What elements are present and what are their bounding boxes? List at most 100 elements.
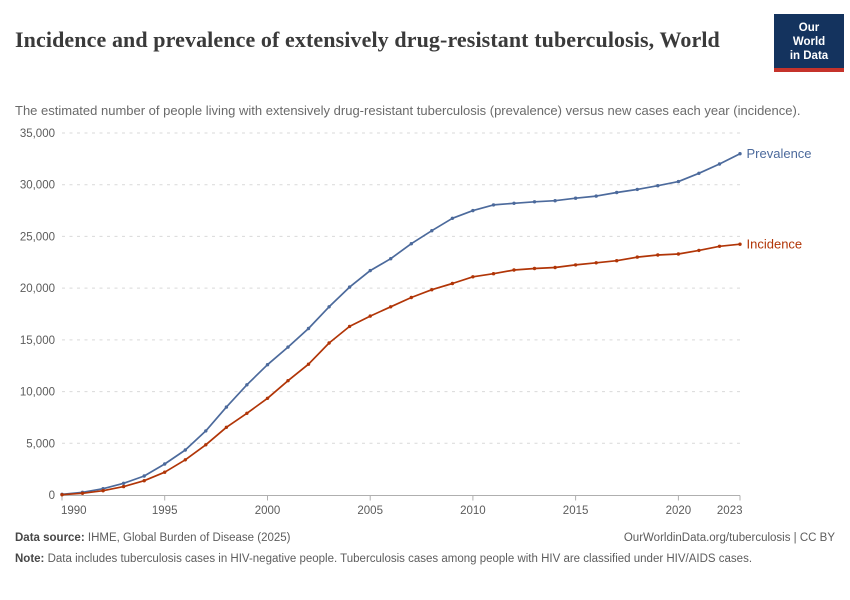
data-point-incidence-1999 [245,411,249,415]
data-point-prevalence-2004 [347,285,352,289]
data-point-incidence-2017 [615,259,619,263]
data-point-incidence-2023 [738,242,742,246]
data-source-label: Data source: [15,532,85,544]
x-axis-tick-label: 1990 [61,505,87,517]
y-axis-tick-label: 30,000 [20,180,55,192]
y-axis-tick-label: 25,000 [20,231,55,243]
y-axis-tick-label: 35,000 [20,128,55,140]
data-point-prevalence-1995 [163,462,167,466]
data-point-incidence-2013 [532,266,537,271]
data-point-prevalence-2003 [327,305,331,309]
data-point-prevalence-2018 [635,187,639,192]
data-point-incidence-1998 [224,425,229,429]
data-point-prevalence-2023 [738,152,742,156]
data-point-incidence-2020 [676,252,681,256]
data-point-incidence-1991 [80,491,85,495]
data-point-incidence-1995 [163,470,167,474]
owid-license-link[interactable]: OurWorldinData.org/tuberculosis | CC BY [623,532,835,544]
series-label-incidence[interactable]: Incidence [747,237,803,252]
data-point-prevalence-2016 [594,194,598,198]
series-line-prevalence[interactable] [61,152,741,496]
data-point-incidence-2006 [389,305,393,309]
x-axis-tick-label: 2020 [666,505,692,517]
data-point-prevalence-1999 [245,383,249,387]
data-point-incidence-2004 [347,324,352,329]
owid-logo-line2: in Data [789,50,829,63]
data-point-prevalence-2022 [717,162,722,166]
note-label: Note: [15,553,45,566]
data-point-prevalence-1997 [204,429,208,433]
data-point-prevalence-2007 [409,242,413,246]
data-point-prevalence-2005 [368,268,372,273]
data-point-incidence-2003 [327,341,331,345]
y-axis-tick-label: 20,000 [20,283,55,295]
data-point-incidence-2021 [697,248,701,253]
data-point-prevalence-2006 [389,257,393,261]
data-point-incidence-1990 [60,493,64,497]
line-chart-canvas[interactable]: 0 5,000 10,000 15,000 20,000 25,000 30,000 35,0… [0,0,850,527]
data-point-incidence-2002 [306,362,311,366]
data-point-prevalence-1994 [142,474,146,478]
data-point-prevalence-1998 [224,405,229,409]
data-point-prevalence-1996 [183,448,187,452]
data-point-prevalence-2000 [265,363,270,367]
data-point-incidence-1993 [121,484,126,489]
x-axis-tick-label: 2005 [357,505,383,517]
data-point-incidence-2009 [450,281,455,286]
y-axis-tick-label: 15,000 [20,335,55,347]
data-point-incidence-2015 [573,263,578,267]
note-text: Data includes tuberculosis cases in HIV-… [47,553,753,566]
chart-note: Note: Data includes tuberculosis cases i… [15,551,793,567]
data-point-prevalence-1993 [121,481,126,485]
data-point-incidence-1992 [101,489,105,493]
y-axis-tick-label: 0 [49,490,55,502]
series-label-prevalence[interactable]: Prevalence [747,146,812,161]
data-point-prevalence-2001 [286,345,290,349]
data-point-prevalence-2020 [676,179,681,184]
data-point-incidence-2012 [512,268,516,272]
data-point-prevalence-2021 [697,171,701,175]
chart-footer: Data source: IHME, Global Burden of Dise… [15,530,835,567]
data-point-incidence-1997 [204,443,208,447]
data-point-incidence-2016 [594,261,598,265]
data-point-prevalence-2010 [471,208,475,213]
x-axis-tick-label: 2023 [717,505,743,517]
data-point-incidence-2018 [635,255,639,259]
data-point-incidence-2007 [409,295,413,300]
data-point-incidence-2014 [553,265,557,270]
data-point-incidence-2001 [286,379,290,383]
data-point-incidence-2019 [656,253,660,257]
data-point-incidence-2022 [717,244,722,248]
data-source-text: IHME, Global Burden of Disease (2025) [87,532,291,544]
owid-logo-line1: Our World [792,22,826,49]
data-point-prevalence-2009 [450,216,455,220]
data-point-prevalence-2012 [512,201,516,205]
data-point-prevalence-2013 [532,200,537,204]
series-line-incidence[interactable] [61,243,741,496]
owid-logo[interactable]: Our World in Data [774,14,844,73]
y-axis-tick-label: 10,000 [20,387,55,399]
data-point-incidence-2010 [471,275,475,279]
x-axis-tick-label: 2000 [255,505,281,517]
chart-subtitle: The estimated number of people living wi… [15,103,801,118]
y-axis-tick-label: 5,000 [26,438,55,450]
data-point-prevalence-2011 [491,203,496,207]
data-point-incidence-2000 [265,396,270,400]
data-point-prevalence-2017 [615,190,619,195]
data-source: Data source: IHME, Global Burden of Dise… [15,530,291,546]
data-point-prevalence-2014 [553,199,557,203]
page-title: Incidence and prevalence of extensively … [15,26,720,52]
data-point-prevalence-2002 [306,326,311,331]
x-axis-tick-label: 2010 [460,505,486,517]
data-point-incidence-1994 [142,479,146,483]
x-axis-tick-label: 2015 [563,505,589,517]
data-point-incidence-2008 [430,288,434,292]
data-point-prevalence-2015 [573,196,578,200]
x-axis-tick-label: 1995 [152,505,178,517]
data-point-prevalence-2019 [656,184,660,188]
data-point-incidence-2011 [491,272,496,276]
data-point-incidence-2005 [368,314,372,318]
data-point-prevalence-2008 [430,229,434,233]
data-point-incidence-1996 [183,458,187,462]
